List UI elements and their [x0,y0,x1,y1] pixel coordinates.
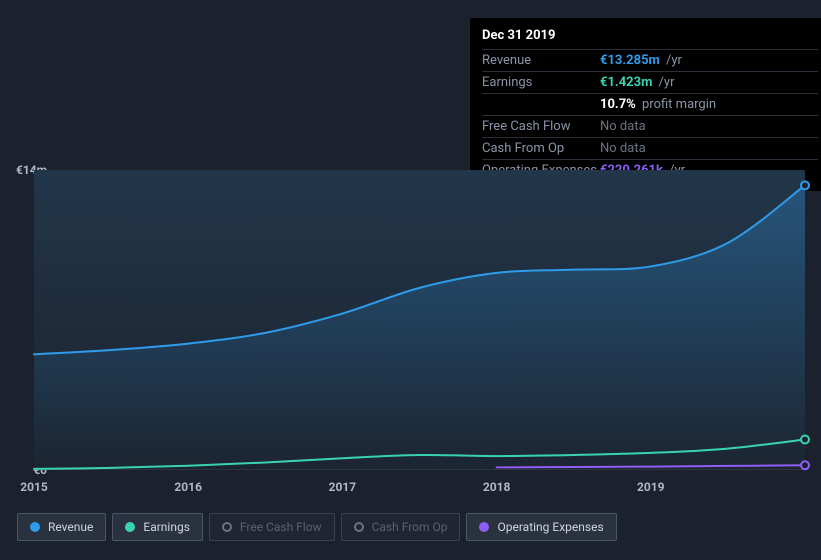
opex-end-marker-icon [801,461,809,469]
x-tick: 2017 [329,480,357,494]
plot-lines [34,170,805,470]
tooltip-date: Dec 31 2019 [482,26,818,49]
x-tick: 2018 [483,480,511,494]
x-tick: 2016 [174,480,202,494]
tooltip-row-value: 10.7% profit margin [600,94,818,116]
plot-area[interactable] [34,170,805,470]
chart-area [17,170,805,470]
legend-dot-icon [354,522,364,532]
tooltip-row-label: Cash From Op [482,138,600,160]
tooltip-row-label: Revenue [482,50,600,72]
tooltip-row: 10.7% profit margin [482,94,818,116]
legend-label: Operating Expenses [497,520,603,534]
tooltip-row: Earnings€1.423m /yr [482,72,818,94]
x-axis-labels: 20152016201720182019 [34,480,805,500]
data-tooltip: Dec 31 2019 Revenue€13.285m /yrEarnings€… [470,18,821,191]
x-tick: 2019 [637,480,665,494]
legend-label: Revenue [48,520,93,534]
legend-item-cashfromop[interactable]: Cash From Op [341,513,461,541]
tooltip-row-value: €1.423m /yr [600,72,818,94]
tooltip-row-label: Free Cash Flow [482,116,600,138]
legend-item-opex[interactable]: Operating Expenses [466,513,616,541]
legend-dot-icon [125,522,135,532]
legend-label: Free Cash Flow [240,520,322,534]
tooltip-row-label [482,94,600,116]
tooltip-row-value: No data [600,116,818,138]
legend-label: Cash From Op [372,520,448,534]
earnings-end-marker-icon [801,436,809,444]
legend-dot-icon [222,522,232,532]
legend: Revenue Earnings Free Cash Flow Cash From O… [17,513,617,541]
legend-item-earnings[interactable]: Earnings [112,513,203,541]
x-tick: 2015 [20,480,48,494]
legend-label: Earnings [143,520,190,534]
tooltip-table: Revenue€13.285m /yrEarnings€1.423m /yr10… [482,49,818,181]
tooltip-row: Free Cash FlowNo data [482,116,818,138]
tooltip-row-value: No data [600,138,818,160]
legend-item-revenue[interactable]: Revenue [17,513,106,541]
revenue-end-marker-icon [801,181,809,189]
legend-dot-icon [30,522,40,532]
tooltip-row: Revenue€13.285m /yr [482,50,818,72]
chart-screenshot: Dec 31 2019 Revenue€13.285m /yrEarnings€… [0,0,821,560]
tooltip-row-label: Earnings [482,72,600,94]
legend-dot-icon [479,522,489,532]
tooltip-row-value: €13.285m /yr [600,50,818,72]
tooltip-row: Cash From OpNo data [482,138,818,160]
revenue-area [34,185,805,470]
legend-item-freecashflow[interactable]: Free Cash Flow [209,513,335,541]
